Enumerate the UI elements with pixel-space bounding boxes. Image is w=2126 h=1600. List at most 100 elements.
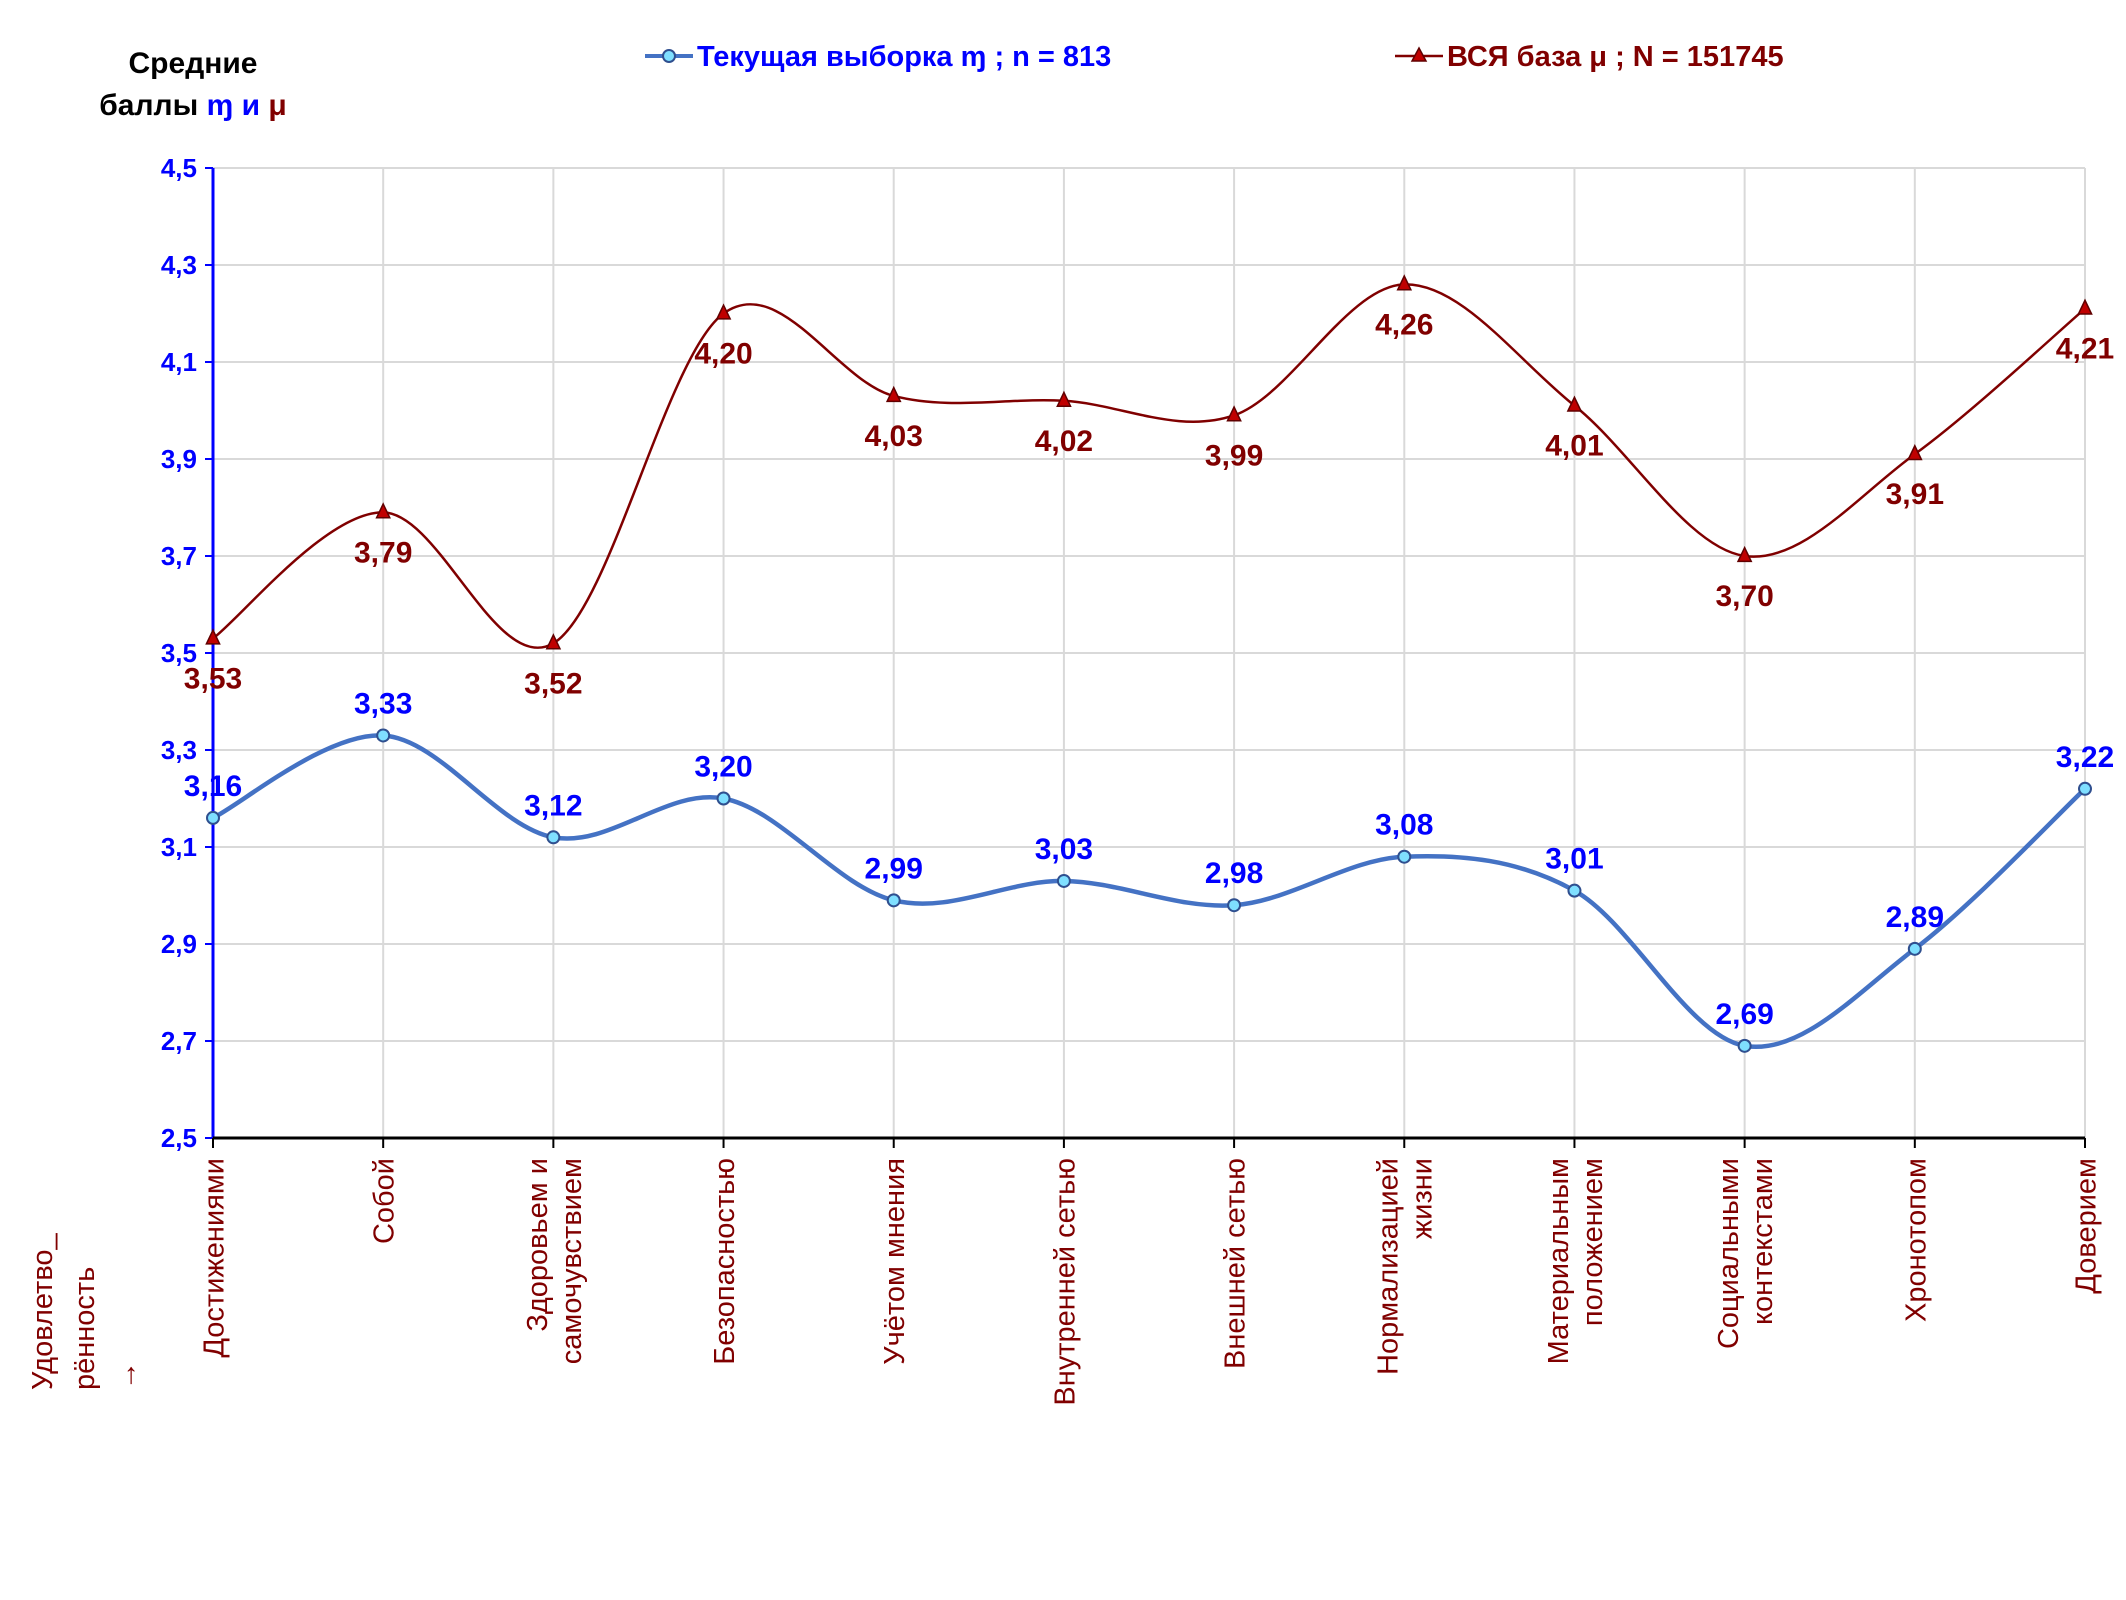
- data-point-marker: [1227, 898, 1242, 913]
- data-label: 4,02: [1035, 425, 1093, 458]
- data-label: 2,99: [865, 852, 923, 885]
- data-point-marker: [545, 633, 562, 650]
- data-label: 3,08: [1375, 809, 1433, 842]
- data-point-marker: [1396, 274, 1413, 291]
- x-category-label: Учётом мнения: [879, 1158, 911, 1365]
- y-tick-label: 4,1: [161, 347, 197, 377]
- data-point-marker: [1907, 941, 1922, 956]
- data-label: 3,12: [524, 789, 582, 822]
- x-category-label: Внутренней сетью: [1049, 1158, 1081, 1406]
- series: [205, 274, 2093, 1053]
- y-tick-label: 3,7: [161, 541, 197, 571]
- data-label: 3,99: [1205, 439, 1263, 472]
- x-category-label: Хронотопом: [1900, 1158, 1932, 1322]
- x-tick-labels: Достижениями Собой Здоровьем и самочувствие…: [198, 1158, 2102, 1406]
- data-point-marker: [1737, 1038, 1752, 1053]
- data-label: 3,53: [184, 662, 242, 695]
- y-tick-label: 2,9: [161, 929, 197, 959]
- x-category-label: Доверием: [2070, 1158, 2102, 1294]
- series-line-whole-base: [212, 283, 2086, 649]
- legend-marker: [1410, 46, 1428, 62]
- data-label: 3,22: [2056, 741, 2114, 774]
- x-category-label: жизни: [1407, 1158, 1439, 1239]
- data-label: 4,03: [865, 420, 923, 453]
- data-point-marker: [375, 502, 391, 519]
- data-point-marker: [1736, 545, 1753, 563]
- data-label: 4,21: [2056, 333, 2114, 366]
- y-tick-label: 3,5: [161, 638, 197, 668]
- y-tick-label: 3,9: [161, 444, 197, 474]
- data-point-marker: [376, 728, 391, 743]
- data-point-marker: [2078, 781, 2092, 796]
- data-point-marker: [205, 628, 221, 645]
- axes: [205, 167, 2086, 1148]
- x-category-label: Социальными: [1713, 1158, 1745, 1349]
- x-category-label: Достижениями: [198, 1158, 230, 1358]
- data-label: 3,16: [184, 770, 242, 803]
- y-tick-label: 4,3: [161, 250, 197, 280]
- data-label: 2,69: [1715, 998, 1773, 1031]
- x-category-label: Здоровьем и: [522, 1158, 554, 1332]
- x-category-label: Материальным: [1543, 1158, 1575, 1364]
- data-point-marker: [546, 830, 561, 845]
- y-axis-title-line2: баллы ɱ и μ: [99, 89, 286, 122]
- x-category-label: положением: [1577, 1158, 1609, 1326]
- x-category-label: Внешней сетью: [1220, 1158, 1252, 1369]
- data-point-marker: [885, 385, 902, 403]
- y-axis-title-line1: Средние: [129, 47, 258, 80]
- data-label: 3,01: [1545, 843, 1603, 876]
- x-category-label: Собой: [369, 1158, 401, 1244]
- y-axis-title-segment: ɱ: [207, 89, 242, 122]
- data-label: 3,52: [524, 667, 582, 700]
- data-label: 3,03: [1035, 833, 1093, 866]
- data-point-marker: [206, 810, 220, 825]
- y-tick-label: 2,7: [161, 1026, 197, 1056]
- data-label: 4,01: [1545, 430, 1603, 463]
- data-label: 3,20: [694, 751, 752, 784]
- data-point-marker: [1907, 444, 1923, 461]
- axis-titles: Средние баллы ɱ и μ Удовлетво_ рённость →: [27, 47, 287, 1390]
- data-label: 4,26: [1375, 308, 1433, 341]
- y-axis-title-segment: μ: [268, 89, 286, 122]
- data-point-marker: [1226, 405, 1242, 422]
- data-label: 2,89: [1886, 901, 1944, 934]
- legend-marker: [662, 49, 676, 63]
- data-point-marker: [886, 893, 901, 908]
- data-label: 3,33: [354, 687, 412, 720]
- y-tick-label: 3,1: [161, 832, 197, 862]
- x-axis-side-title-line: →: [111, 1361, 143, 1390]
- data-point-marker: [1056, 873, 1071, 888]
- data-point-marker: [1397, 849, 1412, 864]
- grid: [213, 167, 2086, 1139]
- legend: Текущая выборка ɱ ; n = 813 ВСЯ база μ ; …: [645, 41, 1784, 73]
- data-point-marker: [716, 791, 731, 806]
- x-axis-side-title-line: Удовлетво_: [27, 1232, 59, 1390]
- data-point-marker: [2077, 298, 2093, 315]
- y-axis-title-segment: и: [242, 89, 269, 122]
- y-tick-label: 2,5: [161, 1123, 197, 1153]
- data-point-marker: [715, 303, 732, 320]
- data-label: 4,20: [694, 338, 752, 371]
- x-category-label: контекстами: [1747, 1158, 1779, 1325]
- y-tick-labels: 2,5 2,7 2,9 3,1 3,3 3,5 3,7 3,9 4,1 4,3 4,5: [161, 153, 197, 1153]
- data-label: 2,98: [1205, 857, 1263, 890]
- series-line-current-sample: [212, 733, 2087, 1050]
- legend-label: Текущая выборка ɱ ; n = 813: [697, 41, 1111, 73]
- x-category-label: Нормализацией: [1373, 1158, 1405, 1375]
- data-point-marker: [1566, 395, 1583, 412]
- data-point-marker: [1567, 883, 1582, 898]
- data-label: 3,79: [354, 536, 412, 569]
- data-labels: 3,16 3,33 3,12 3,20 2,99 3,03 2,98 3,08 3,01 2,69…: [184, 308, 2114, 1030]
- y-tick-label: 4,5: [161, 153, 197, 183]
- x-category-label: Безопасностью: [709, 1158, 741, 1365]
- y-tick-label: 3,3: [161, 735, 197, 765]
- x-category-label: самочувствием: [556, 1158, 588, 1364]
- legend-label: ВСЯ база μ ; N = 151745: [1447, 41, 1784, 73]
- x-axis-side-title-line: рённость: [69, 1267, 101, 1390]
- data-point-marker: [1056, 390, 1072, 407]
- y-axis-title-segment: баллы: [99, 89, 206, 122]
- data-label: 3,70: [1715, 580, 1773, 613]
- data-label: 3,91: [1886, 478, 1944, 511]
